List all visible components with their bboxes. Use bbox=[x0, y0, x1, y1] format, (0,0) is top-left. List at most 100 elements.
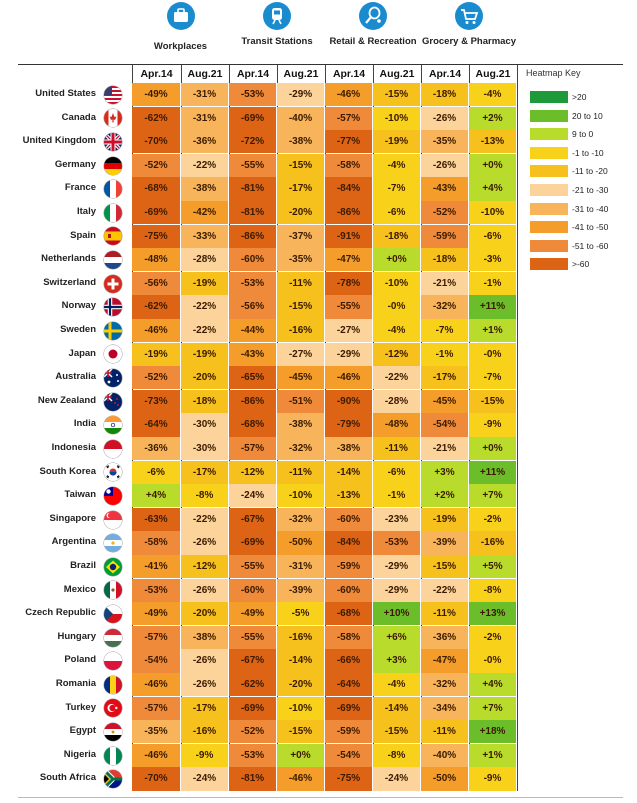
heatmap-cell: -62% bbox=[229, 673, 276, 697]
heatmap-cell: -15% bbox=[277, 295, 324, 319]
south-africa-flag-icon bbox=[104, 770, 122, 789]
heatmap-cell: -65% bbox=[229, 366, 276, 390]
indonesia-flag-icon bbox=[104, 439, 122, 458]
heatmap-cell: -0% bbox=[469, 342, 516, 366]
heatmap-cell: -7% bbox=[469, 366, 516, 390]
heatmap-cell: -8% bbox=[373, 743, 420, 767]
row-label-country: Taiwan bbox=[64, 489, 97, 501]
heatmap-cell: -1% bbox=[373, 484, 420, 508]
heatmap-cell: -8% bbox=[181, 484, 228, 508]
heatmap-cell: -52% bbox=[132, 366, 180, 390]
grid-separator bbox=[516, 65, 518, 791]
heatmap-cell: -40% bbox=[421, 743, 468, 767]
heatmap-cell: -1% bbox=[421, 342, 468, 366]
heatmap-cell: +1% bbox=[469, 743, 516, 767]
column-header: Aug.21 bbox=[283, 68, 319, 80]
heatmap-cell: -20% bbox=[181, 366, 228, 390]
heatmap-cell: -16% bbox=[277, 625, 324, 649]
heatmap-cell: -60% bbox=[229, 578, 276, 602]
heatmap-cell: +5% bbox=[469, 555, 516, 579]
heatmap-cell: -21% bbox=[421, 271, 468, 295]
row-label-country: India bbox=[73, 418, 96, 430]
heatmap-cell: -53% bbox=[373, 531, 420, 555]
row-label-country: Switzerland bbox=[43, 276, 96, 288]
singapore-flag-icon bbox=[104, 510, 122, 529]
heatmap-cell: -10% bbox=[469, 201, 516, 225]
heatmap-cell: -60% bbox=[325, 507, 372, 531]
column-header: Aug.21 bbox=[187, 68, 223, 80]
heatmap-cell: -4% bbox=[469, 83, 516, 107]
italy-flag-icon bbox=[104, 203, 122, 222]
heatmap-cell: -43% bbox=[229, 342, 276, 366]
heatmap-cell: +1% bbox=[469, 319, 516, 343]
heatmap-cell: -12% bbox=[373, 342, 420, 366]
heatmap-cell: -86% bbox=[325, 201, 372, 225]
germany-flag-icon bbox=[104, 156, 122, 175]
heatmap-cell: -44% bbox=[229, 319, 276, 343]
heatmap-cell: -35% bbox=[277, 248, 324, 272]
heatmap-key-swatch bbox=[530, 184, 568, 196]
heatmap-cell: -26% bbox=[421, 153, 468, 177]
heatmap-cell: -20% bbox=[277, 201, 324, 225]
heatmap-cell: -38% bbox=[277, 413, 324, 437]
heatmap-cell: -46% bbox=[132, 319, 180, 343]
heatmap-cell: -10% bbox=[373, 271, 420, 295]
heatmap-cell: -24% bbox=[373, 767, 420, 791]
heatmap-cell: -6% bbox=[469, 224, 516, 248]
heatmap-cell: -14% bbox=[325, 460, 372, 484]
briefcase-icon bbox=[166, 2, 195, 30]
heatmap-cell: +10% bbox=[373, 602, 420, 626]
heatmap-cell: -22% bbox=[181, 153, 228, 177]
heatmap-cell: -26% bbox=[181, 649, 228, 673]
heatmap-cell: -48% bbox=[373, 413, 420, 437]
heatmap-cell: +2% bbox=[469, 106, 516, 130]
heatmap-cell: -33% bbox=[181, 224, 228, 248]
heatmap-cell: -12% bbox=[181, 555, 228, 579]
heatmap-cell: -18% bbox=[421, 83, 468, 107]
heatmap-cell: +18% bbox=[469, 720, 516, 744]
heatmap-cell: -38% bbox=[277, 130, 324, 154]
new-zealand-flag-icon bbox=[104, 392, 122, 411]
heatmap-key-swatch bbox=[530, 146, 568, 159]
heatmap-cell: -11% bbox=[421, 720, 468, 744]
heatmap-cell: -29% bbox=[373, 578, 420, 602]
heatmap-cell: -17% bbox=[181, 696, 228, 720]
heatmap-cell: -2% bbox=[469, 625, 516, 649]
heatmap-cell: -67% bbox=[229, 649, 276, 673]
heatmap-cell: -9% bbox=[181, 743, 228, 767]
sweden-flag-icon bbox=[104, 321, 122, 340]
heatmap-cell: -31% bbox=[277, 555, 324, 579]
india-flag-icon bbox=[104, 416, 122, 435]
heatmap-key-swatch bbox=[530, 202, 568, 215]
heatmap-cell: -31% bbox=[181, 106, 228, 130]
heatmap-cell: -35% bbox=[132, 720, 180, 744]
row-label-country: Argentina bbox=[51, 536, 96, 548]
heatmap-cell: -34% bbox=[421, 696, 468, 720]
heatmap-cell: -13% bbox=[325, 484, 372, 508]
heatmap-cell: -52% bbox=[421, 201, 468, 225]
heatmap-cell: -81% bbox=[229, 767, 276, 791]
heatmap-cell: -72% bbox=[229, 130, 276, 154]
heatmap-cell: -30% bbox=[181, 437, 228, 461]
poland-flag-icon bbox=[104, 652, 122, 671]
heatmap-cell: -29% bbox=[325, 342, 372, 366]
heatmap-cell: -38% bbox=[181, 625, 228, 649]
heatmap-cell: -27% bbox=[325, 319, 372, 343]
heatmap-cell: -2% bbox=[469, 507, 516, 531]
heatmap-cell: -9% bbox=[469, 413, 516, 437]
heatmap-cell: -69% bbox=[229, 696, 276, 720]
heatmap-cell: -58% bbox=[132, 531, 180, 555]
heatmap-cell: -20% bbox=[181, 602, 228, 626]
heatmap-cell: -5% bbox=[277, 602, 324, 626]
heatmap-cell: -0% bbox=[469, 649, 516, 673]
heatmap-cell: -39% bbox=[277, 578, 324, 602]
row-label-country: Egypt bbox=[69, 725, 96, 737]
australia-flag-icon bbox=[104, 369, 122, 387]
row-label-country: United Kingdom bbox=[22, 135, 96, 147]
heatmap-cell: -50% bbox=[277, 531, 324, 555]
heatmap-cell: -55% bbox=[325, 295, 372, 319]
heatmap-cell: -26% bbox=[181, 578, 228, 602]
row-label-country: Canada bbox=[61, 111, 96, 123]
heatmap-cell: -22% bbox=[181, 319, 228, 343]
heatmap-cell: -45% bbox=[277, 366, 324, 390]
